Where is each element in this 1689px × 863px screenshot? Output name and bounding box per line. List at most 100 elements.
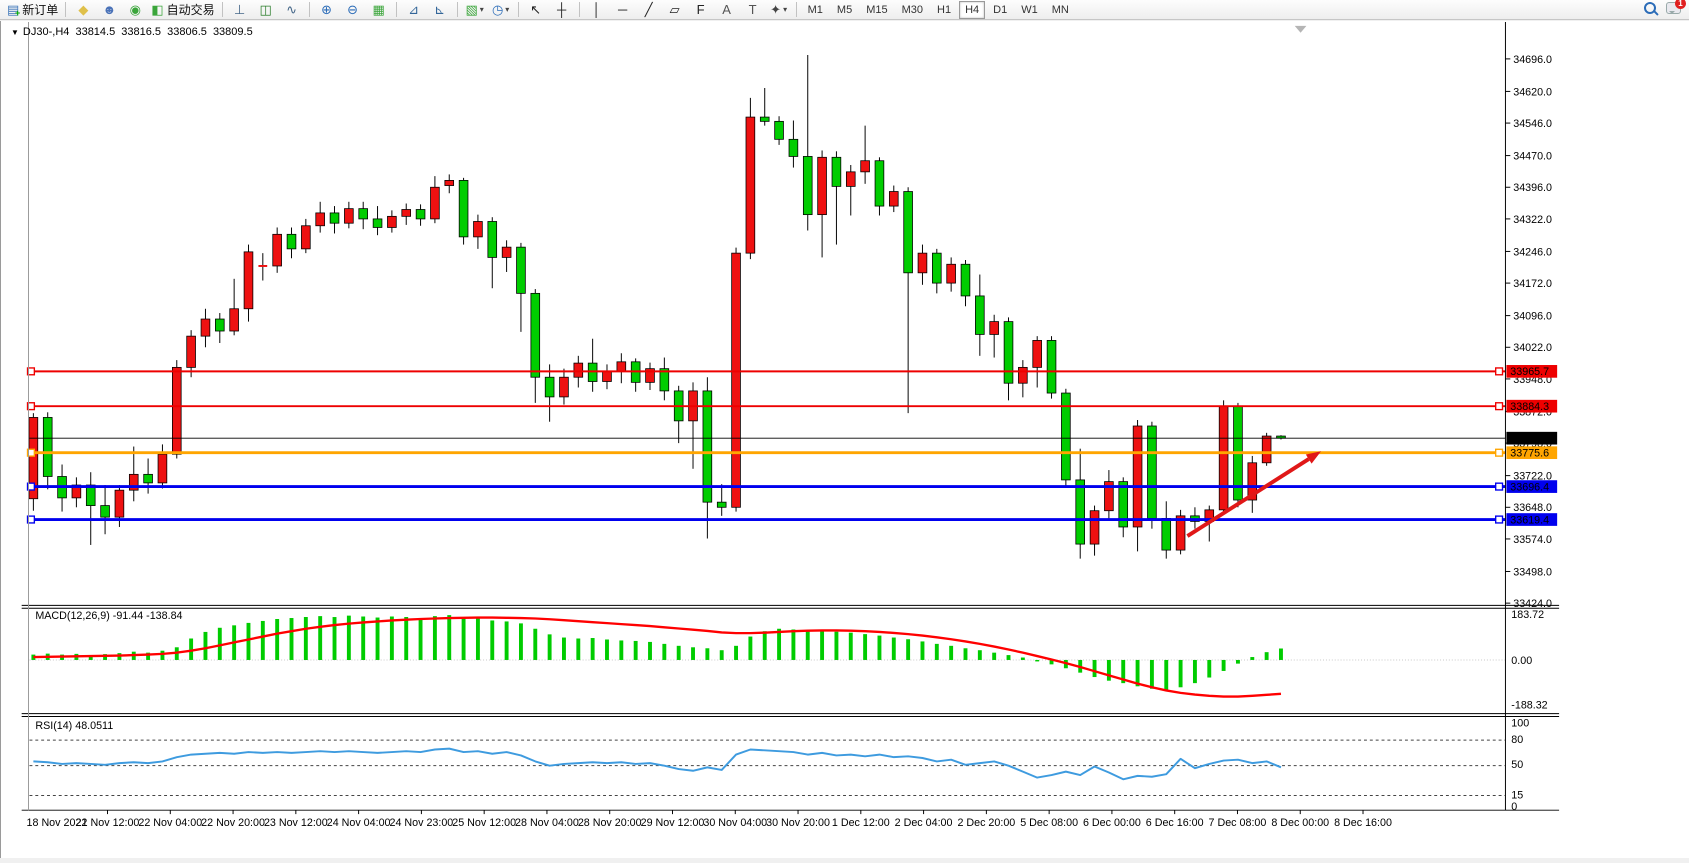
svg-text:34620.0: 34620.0	[1513, 86, 1552, 98]
magnifier-icon[interactable]	[1644, 2, 1656, 14]
svg-text:34396.0: 34396.0	[1513, 182, 1552, 194]
svg-text:33884.3: 33884.3	[1510, 401, 1549, 413]
timeframe-m5-button[interactable]: M5	[836, 3, 853, 16]
current-price-line: 33809.5	[29, 431, 1558, 445]
svg-text:34096.0: 34096.0	[1513, 311, 1552, 323]
bar-chart-mode-button[interactable]: ⊥	[227, 0, 253, 20]
trend-arrow[interactable]	[1186, 451, 1322, 538]
timeframe-m1-button[interactable]: M1	[807, 3, 823, 16]
toolbar-separator	[65, 2, 67, 17]
tile-windows-icon: ▦	[372, 2, 385, 17]
auto-scroll-button[interactable]: ⊿	[401, 0, 427, 20]
periods-button[interactable]: ◷ ▾	[488, 0, 514, 20]
svg-text:33498.0: 33498.0	[1513, 566, 1552, 578]
svg-text:6 Dec 16:00: 6 Dec 16:00	[1146, 817, 1204, 829]
new-order-button[interactable]: ▤ + 新订单	[4, 0, 61, 20]
cursor-tool-button[interactable]: ↖	[523, 0, 549, 20]
trendline-tool-button[interactable]: ╱	[636, 0, 662, 20]
accounts-button[interactable]: ☻	[96, 0, 122, 20]
bar-chart-icon: ⊥	[233, 2, 246, 17]
rsi-panel[interactable]: RSI(14) 48.0511 100 80 50 150	[29, 717, 1529, 813]
svg-text:33619.4: 33619.4	[1510, 514, 1549, 526]
line-chart-mode-button[interactable]: ∿	[279, 0, 305, 20]
chart-window[interactable]: ▼ DJ30-,H4 33814.5 33816.5 33806.5 33809.…	[0, 21, 1689, 858]
timeframe-w1-button[interactable]: W1	[1021, 3, 1038, 16]
horizontal-line-33884.3[interactable]: 33884.3	[26, 399, 1558, 413]
svg-text:6 Dec 00:00: 6 Dec 00:00	[1083, 817, 1141, 829]
timeframe-h4-button[interactable]: H4	[959, 0, 986, 19]
svg-text:8 Dec 00:00: 8 Dec 00:00	[1271, 817, 1329, 829]
vline-tool-button[interactable]: │	[584, 0, 610, 20]
horizontal-line-33696.4[interactable]: 33696.4	[26, 480, 1558, 493]
chart-play-icon: ⊿	[408, 2, 420, 17]
indicators-button[interactable]: ▧ ▾	[462, 0, 488, 20]
crosshair-tool-button[interactable]: ┼	[549, 0, 575, 20]
history-center-button[interactable]: ◆	[70, 0, 96, 20]
label-tool-button[interactable]: T	[740, 0, 766, 20]
timeframe-d1-button[interactable]: D1	[993, 3, 1008, 16]
horizontal-line-33965.7[interactable]: 33965.7	[26, 365, 1558, 378]
svg-text:33775.6: 33775.6	[1510, 448, 1549, 460]
timeframe-m30-button[interactable]: M30	[901, 3, 923, 16]
timeframe-mn-button[interactable]: MN	[1051, 3, 1069, 16]
chart-canvas[interactable]: 34696.0 34620.0 34546.0 34470.0 34396.0 34322…	[1, 21, 1689, 858]
text-label-icon: T	[748, 2, 757, 17]
svg-text:100: 100	[1511, 717, 1529, 729]
ohlc-close: 33809.5	[212, 26, 253, 38]
svg-text:33424.0: 33424.0	[1513, 598, 1552, 610]
svg-text:34546.0: 34546.0	[1513, 118, 1552, 130]
cursor-icon: ↖	[530, 2, 542, 17]
svg-text:33696.4: 33696.4	[1510, 481, 1549, 493]
svg-text:33722.0: 33722.0	[1513, 471, 1552, 483]
person-icon: ☻	[102, 2, 117, 17]
chevron-down-icon[interactable]: ▾	[505, 5, 510, 14]
svg-text:24 Nov 23:00: 24 Nov 23:00	[390, 817, 454, 829]
horizontal-line-33619.4[interactable]: 33619.4	[26, 513, 1558, 526]
timeframe-h1-button[interactable]: H1	[937, 3, 952, 16]
svg-text:34696.0: 34696.0	[1513, 54, 1552, 66]
hline-tool-button[interactable]: ─	[610, 0, 636, 20]
symbol-ohlc-line: ▼ DJ30-,H4 33814.5 33816.5 33806.5 33809.…	[11, 26, 256, 38]
svg-text:28 Nov 20:00: 28 Nov 20:00	[578, 817, 642, 829]
ohlc-low: 33806.5	[167, 26, 207, 38]
svg-text:8 Dec 16:00: 8 Dec 16:00	[1334, 817, 1392, 829]
chevron-down-icon[interactable]: ▾	[479, 5, 484, 14]
svg-text:0: 0	[1511, 801, 1517, 813]
svg-text:21 Nov 12:00: 21 Nov 12:00	[76, 817, 140, 829]
channel-tool-button[interactable]: ▱	[662, 0, 688, 20]
ohlc-high: 33816.5	[121, 26, 162, 38]
svg-text:22 Nov 04:00: 22 Nov 04:00	[138, 817, 202, 829]
vline-icon: │	[592, 2, 601, 17]
trendline-icon: ╱	[644, 2, 653, 17]
chart-shift-marker[interactable]	[1294, 25, 1307, 33]
hline-icon: ─	[618, 2, 628, 17]
timeframe-m15-button[interactable]: M15	[866, 3, 888, 16]
candle-chart-mode-button[interactable]: ◫	[253, 0, 279, 20]
zoom-out-button[interactable]: ⊖	[340, 0, 366, 20]
clock-icon: ◷	[491, 2, 504, 17]
fibonacci-tool-button[interactable]: F	[688, 0, 714, 20]
autotrading-button[interactable]: ◧ 自动交易	[148, 0, 217, 20]
svg-text:2 Dec 20:00: 2 Dec 20:00	[957, 817, 1015, 829]
notification-badge: 1	[1675, 0, 1686, 9]
horizontal-line-33775.6[interactable]: 33775.6	[26, 446, 1558, 460]
text-tool-button[interactable]: A	[714, 0, 740, 20]
svg-text:33809.5: 33809.5	[1510, 433, 1549, 445]
chart-collapse-icon[interactable]: ▼	[11, 28, 19, 37]
macd-panel[interactable]: MACD(12,26,9) -91.44 -138.84 183.72 0.00 -1…	[29, 609, 1548, 712]
toolbar-separator	[395, 2, 397, 17]
chart-shift-button[interactable]: ⊾	[427, 0, 453, 20]
tile-windows-button[interactable]: ▦	[366, 0, 392, 20]
indicator-add-icon: ▧	[465, 2, 478, 17]
shapes-tool-button[interactable]: ✦ ▾	[766, 0, 792, 20]
svg-text:33965.7: 33965.7	[1510, 366, 1549, 378]
svg-text:1 Dec 12:00: 1 Dec 12:00	[832, 817, 890, 829]
main-toolbar: ▤ + 新订单 ◆ ☻ ◉ ◧ 自动交易 ⊥ ◫ ∿ ⊕ ⊖ ▦ ⊿ ⊾ ▧ ▾ ◷ ▾ ↖ ┼ │ ─ ╱ ▱ F A T ✦ ▾ M1 M5…	[0, 0, 1689, 20]
chat-bubble-icon[interactable]: 1	[1666, 0, 1686, 14]
signals-button[interactable]: ◉	[122, 0, 148, 20]
chevron-down-icon[interactable]: ▾	[783, 5, 788, 14]
svg-text:23 Nov 12:00: 23 Nov 12:00	[264, 817, 328, 829]
candles-layer[interactable]	[28, 55, 1286, 559]
zoom-in-button[interactable]: ⊕	[314, 0, 340, 20]
